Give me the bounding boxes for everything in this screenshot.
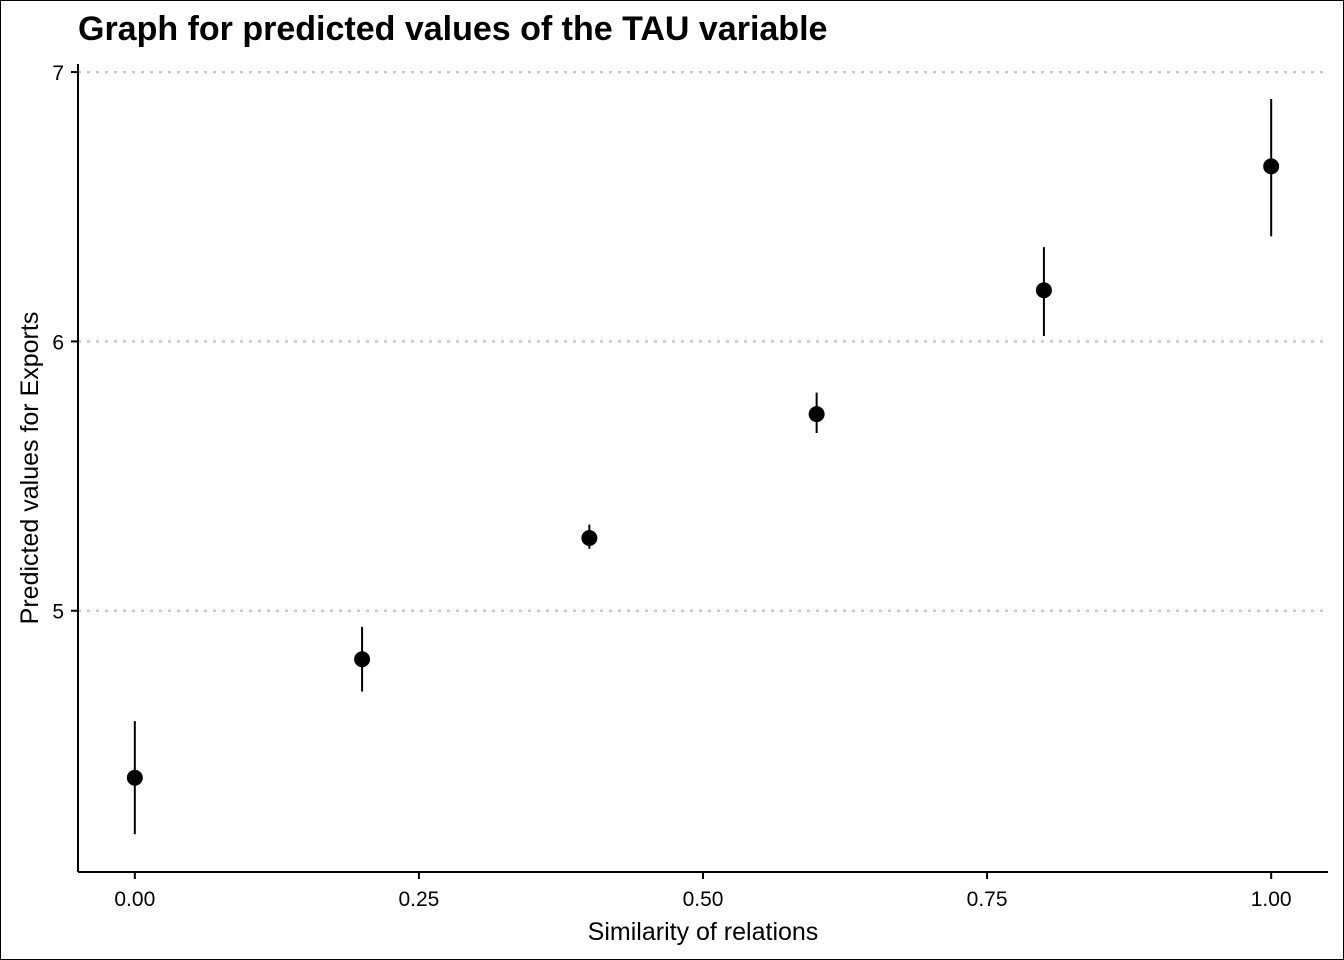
axes [77, 64, 1328, 873]
data-point [808, 406, 825, 423]
x-tick-label: 1.00 [1251, 888, 1292, 911]
y-tick-label: 5 [52, 601, 64, 624]
y-tick-label: 7 [52, 62, 64, 85]
data-point [581, 530, 598, 547]
gridlines [78, 70, 1328, 612]
x-tick-label: 0.25 [398, 888, 439, 911]
y-axis-ticks: 5 6 7 [52, 62, 78, 624]
data-points [126, 158, 1280, 786]
data-point [1263, 158, 1280, 175]
x-tick-label: 0.75 [967, 888, 1008, 911]
x-axis-ticks: 0.00 0.25 0.50 0.75 1.00 [114, 872, 1292, 911]
y-axis-label: Predicted values for Exports [16, 312, 44, 625]
error-bars [133, 99, 1273, 835]
y-tick-label: 6 [52, 331, 64, 354]
data-point [1035, 282, 1052, 299]
data-point [354, 651, 371, 668]
x-tick-label: 0.00 [114, 888, 155, 911]
chart-title: Graph for predicted values of the TAU va… [78, 10, 828, 48]
data-point [126, 769, 143, 786]
x-tick-label: 0.50 [683, 888, 724, 911]
x-axis-label: Similarity of relations [588, 918, 819, 946]
